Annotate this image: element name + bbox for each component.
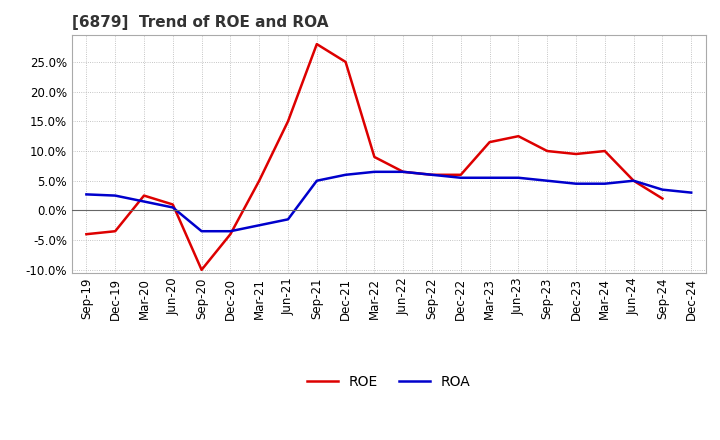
ROA [226, 229, 235, 234]
ROE [428, 172, 436, 177]
Text: [6879]  Trend of ROE and ROA: [6879] Trend of ROE and ROA [72, 15, 328, 30]
ROA [341, 172, 350, 177]
Legend: ROE, ROA: ROE, ROA [307, 375, 470, 389]
ROE [140, 193, 148, 198]
ROA [312, 178, 321, 183]
ROE [168, 202, 177, 207]
ROE [284, 119, 292, 124]
Line: ROE: ROE [86, 44, 662, 270]
ROA [572, 181, 580, 186]
ROA [456, 175, 465, 180]
ROA [428, 172, 436, 177]
ROA [658, 187, 667, 192]
ROE [543, 148, 552, 154]
ROE [312, 41, 321, 47]
ROE [572, 151, 580, 157]
ROE [485, 139, 494, 145]
ROE [600, 148, 609, 154]
ROE [111, 229, 120, 234]
ROA [370, 169, 379, 174]
ROA [140, 199, 148, 204]
ROE [341, 59, 350, 65]
ROA [168, 205, 177, 210]
ROE [255, 178, 264, 183]
ROE [629, 178, 638, 183]
ROE [399, 169, 408, 174]
ROA [514, 175, 523, 180]
ROA [485, 175, 494, 180]
ROA [600, 181, 609, 186]
ROA [255, 223, 264, 228]
ROA [687, 190, 696, 195]
ROE [226, 231, 235, 237]
ROA [543, 178, 552, 183]
ROA [82, 192, 91, 197]
ROE [370, 154, 379, 160]
ROE [658, 196, 667, 201]
ROA [284, 216, 292, 222]
ROE [514, 133, 523, 139]
ROE [82, 231, 91, 237]
ROE [197, 267, 206, 272]
ROA [629, 178, 638, 183]
ROA [399, 169, 408, 174]
Line: ROA: ROA [86, 172, 691, 231]
ROA [197, 229, 206, 234]
ROA [111, 193, 120, 198]
ROE [456, 172, 465, 177]
